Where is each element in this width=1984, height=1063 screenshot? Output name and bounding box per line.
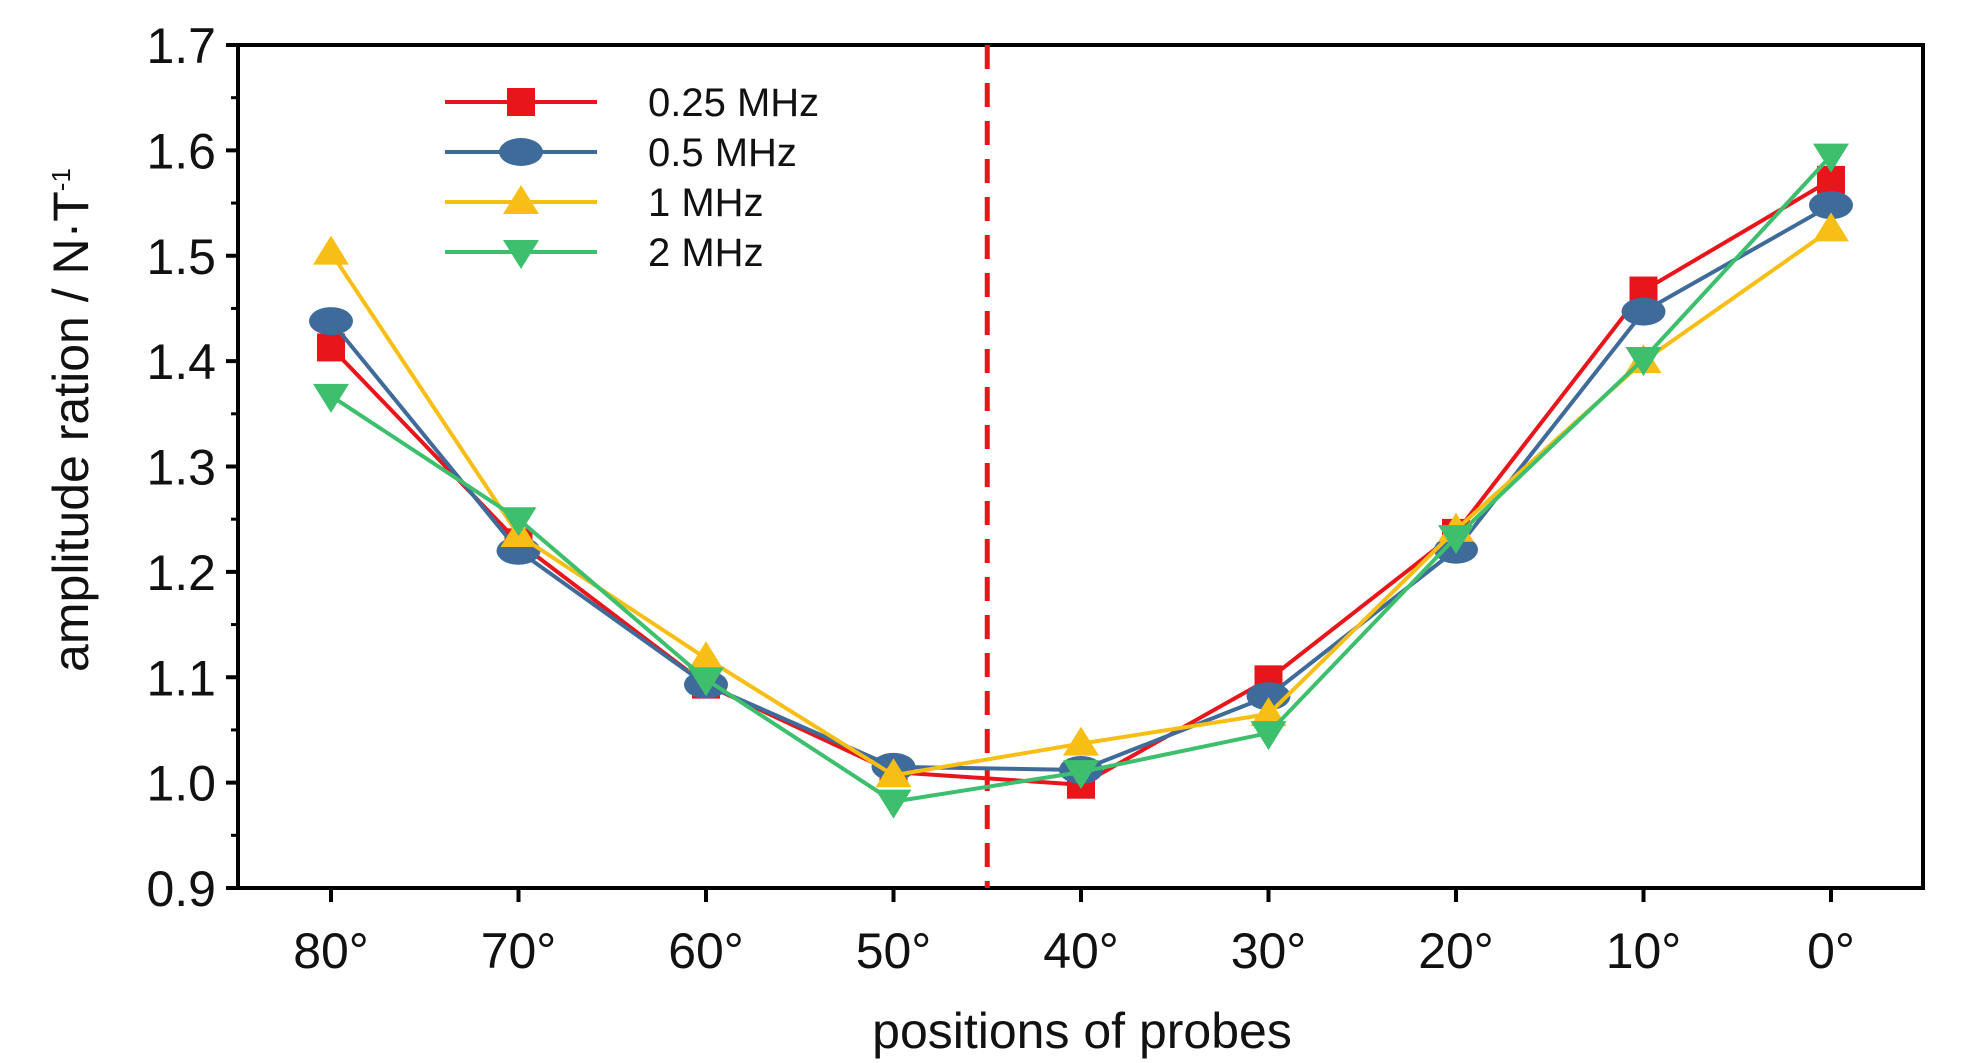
data-point [875, 758, 912, 788]
series-layer [309, 143, 1853, 819]
series-line [329, 203, 1832, 772]
data-point [1813, 143, 1849, 173]
legend-swatch-marker [503, 240, 539, 269]
legend-label: 1 MHz [648, 181, 764, 225]
x-tick-label: 50° [856, 923, 932, 979]
y-tick-label: 1.2 [146, 545, 216, 601]
y-tick-label: 1.6 [146, 123, 216, 179]
x-tick-label: 40° [1043, 923, 1119, 979]
x-tick-label: 10° [1606, 923, 1682, 979]
y-tick-label: 1.3 [146, 440, 216, 496]
series-1 [309, 191, 1853, 784]
x-axis: 80° 70° 60° 50° 40° 30° 20° 10° 0° [293, 888, 1855, 979]
data-point [1625, 347, 1662, 377]
y-axis-title: amplitude ration / N·T-1 [43, 168, 99, 672]
data-point [875, 789, 912, 819]
legend-label: 0.25 MHz [648, 81, 819, 125]
x-axis-title: positions of probes [872, 1003, 1292, 1059]
x-tick-label: 80° [293, 923, 369, 979]
data-point [313, 383, 349, 413]
data-point [688, 667, 724, 697]
series-3 [313, 143, 1849, 819]
legend: 0.25 MHz 0.5 MHz 1 MHz 2 MHz [445, 81, 819, 275]
legend-swatch-marker [503, 185, 539, 214]
legend-item: 1 MHz [445, 181, 764, 225]
y-tick-label: 0.9 [146, 861, 216, 917]
series-0 [317, 165, 1845, 799]
x-tick-label: 70° [481, 923, 557, 979]
y-axis: 0.9 1.0 1.1 1.2 1.3 1.4 1.5 1.6 1.7 [146, 18, 238, 917]
data-point [500, 507, 537, 537]
data-point [1250, 721, 1287, 751]
series-line [329, 227, 1833, 778]
data-point [313, 235, 349, 265]
legend-swatch-marker [499, 138, 543, 166]
data-point [1621, 297, 1666, 326]
legend-label: 0.5 MHz [648, 131, 797, 175]
x-tick-label: 30° [1231, 923, 1307, 979]
legend-item: 2 MHz [445, 231, 764, 275]
legend-item: 0.5 MHz [445, 131, 797, 175]
data-point [317, 333, 345, 362]
y-tick-label: 1.0 [146, 756, 216, 812]
data-point [1063, 760, 1099, 790]
series-line [329, 178, 1833, 787]
y-tick-label: 1.4 [146, 334, 216, 390]
data-point [1438, 525, 1474, 555]
data-point [1809, 191, 1853, 220]
y-axis-title-superscript: -1 [46, 168, 76, 191]
legend-item: 0.25 MHz [445, 81, 819, 125]
y-tick-label: 1.1 [146, 650, 216, 706]
data-point [1813, 212, 1849, 242]
legend-swatch-marker [507, 88, 535, 116]
data-point [688, 641, 724, 671]
legend-label: 2 MHz [648, 231, 764, 275]
data-point [1250, 697, 1287, 727]
y-tick-label: 1.5 [146, 229, 216, 285]
data-point [309, 307, 353, 336]
x-tick-label: 20° [1418, 923, 1494, 979]
y-tick-label: 1.7 [146, 18, 216, 74]
x-tick-label: 60° [668, 923, 744, 979]
series-2 [313, 212, 1849, 788]
y-axis-title-main: amplitude ration / N·T [43, 191, 99, 672]
x-tick-label: 0° [1807, 923, 1855, 979]
data-point [1063, 726, 1099, 756]
